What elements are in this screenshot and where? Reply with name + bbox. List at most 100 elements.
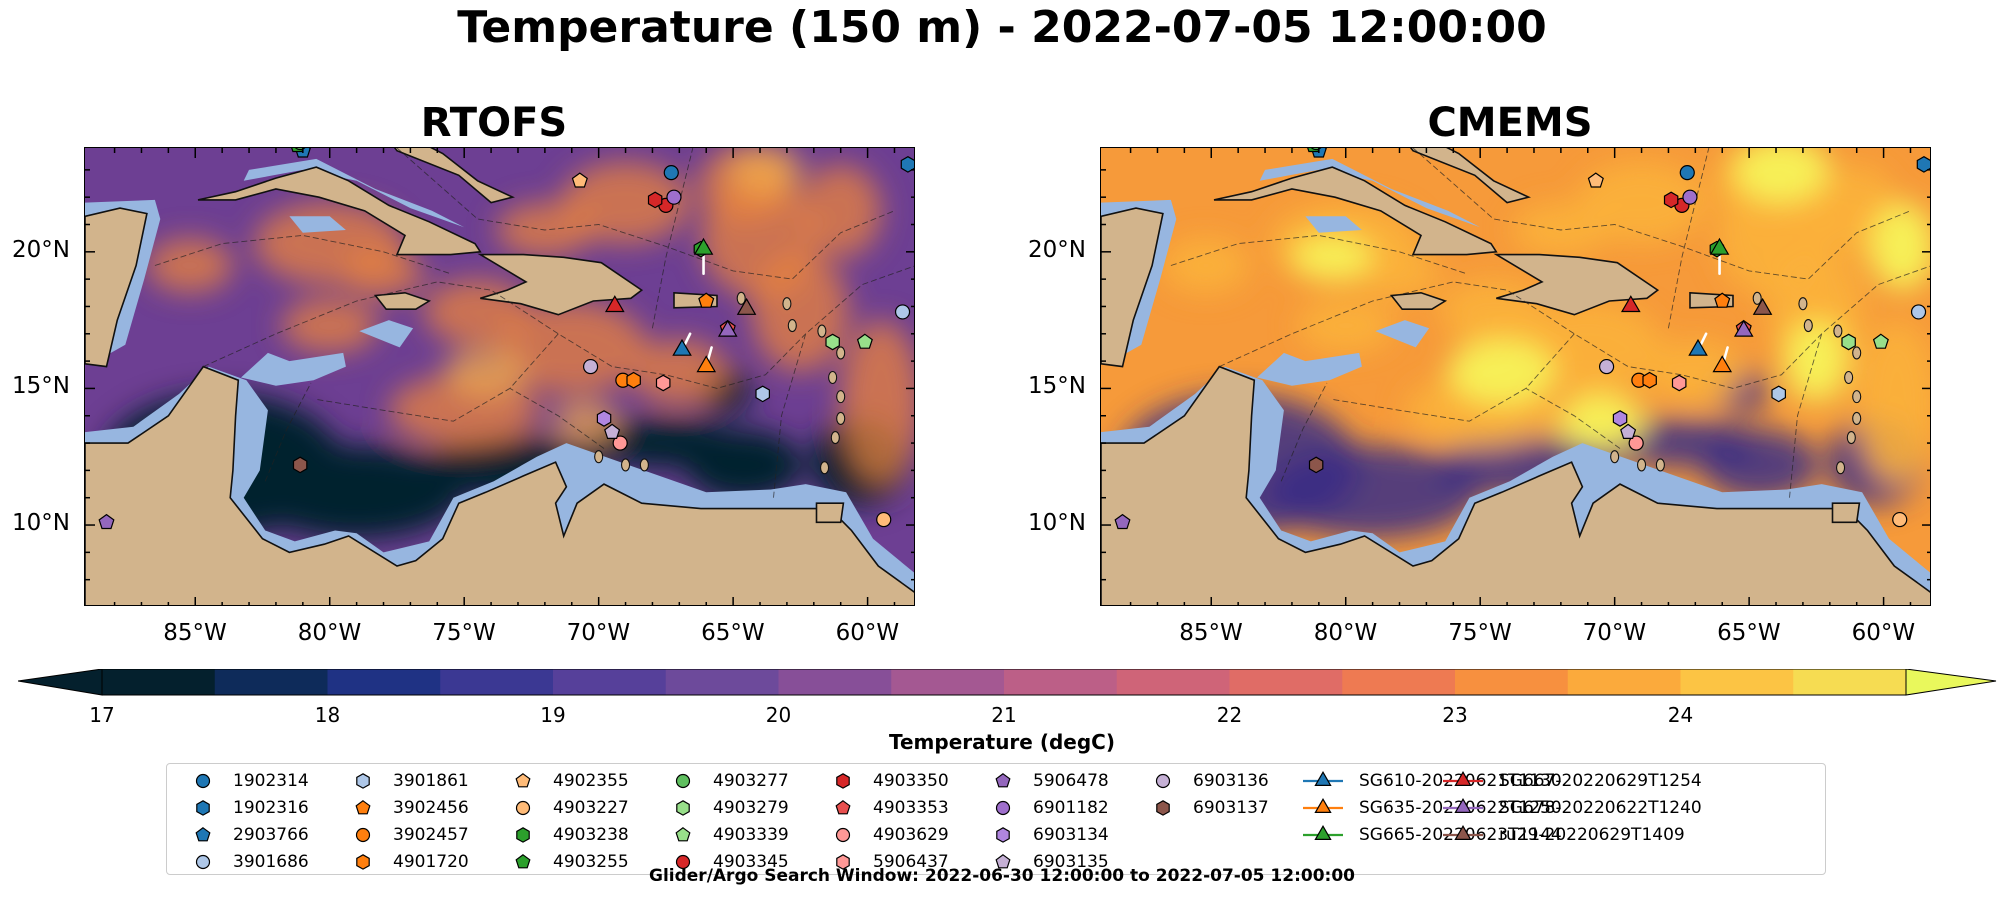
legend-marker[interactable] — [195, 827, 211, 842]
lon-tick-label: 80°W — [1313, 620, 1378, 646]
legend-marker[interactable] — [836, 773, 850, 789]
legend-marker[interactable] — [515, 800, 531, 816]
legend-marker[interactable] — [1454, 824, 1472, 840]
glider-SG610[interactable] — [1688, 338, 1708, 356]
glider-SG635[interactable] — [696, 355, 717, 373]
legend-marker[interactable] — [835, 800, 851, 815]
argo-float-4903629[interactable] — [1628, 435, 1644, 451]
legend-marker[interactable] — [355, 827, 371, 843]
argo-float-6903136[interactable] — [1598, 358, 1615, 375]
legend-marker[interactable] — [1314, 770, 1332, 786]
legend-marker[interactable] — [675, 773, 691, 789]
legend-marker[interactable] — [1314, 824, 1332, 840]
glider-SG667[interactable] — [604, 295, 625, 313]
argo-float-6903137[interactable] — [292, 456, 308, 474]
argo-float-5906437[interactable] — [655, 374, 671, 392]
platform-legend: 1902314 1902316 2903766 3901686 3901861 39024… — [166, 763, 1826, 875]
glider-ru29[interactable] — [1752, 297, 1773, 315]
legend-marker[interactable] — [1314, 797, 1332, 813]
argo-float-4903279[interactable] — [1841, 333, 1856, 351]
argo-float-5906437[interactable] — [1671, 374, 1687, 392]
legend-marker[interactable] — [195, 854, 211, 870]
glider-SG635[interactable] — [1712, 355, 1733, 373]
argo-float-3902456[interactable] — [1714, 292, 1731, 308]
argo-float-1902316[interactable] — [1916, 156, 1930, 173]
argo-float-3901861[interactable] — [755, 385, 771, 403]
glider-SG665[interactable] — [693, 237, 714, 255]
colorbar-bin — [891, 669, 1005, 695]
argo-float-5906478[interactable] — [98, 513, 115, 530]
legend-marker[interactable] — [1155, 773, 1171, 789]
legend-label: 4903350 — [873, 771, 949, 791]
glider-SG667[interactable] — [1620, 295, 1641, 313]
glider-SG665[interactable] — [1709, 237, 1730, 255]
glider-ru29[interactable] — [736, 297, 757, 315]
glider-SG678[interactable] — [1733, 319, 1754, 337]
argo-float-4902355[interactable] — [571, 172, 588, 188]
argo-float-6903135[interactable] — [1620, 423, 1637, 439]
argo-float-6903134[interactable] — [1612, 410, 1628, 427]
legend-marker[interactable] — [515, 854, 531, 869]
land-cuba — [197, 166, 482, 256]
legend-marker[interactable] — [516, 827, 530, 843]
legend-marker[interactable] — [995, 773, 1011, 788]
argo-float-4903350[interactable] — [647, 191, 663, 209]
legend-marker[interactable] — [836, 854, 850, 870]
lon-tick-label: 65°W — [701, 620, 765, 646]
hexagon-marker-icon — [836, 773, 850, 789]
argo-float-4902355[interactable] — [1587, 172, 1604, 188]
argo-float-4903629[interactable] — [612, 435, 628, 451]
legend-label: 4903227 — [553, 798, 629, 818]
lon-tick-label: 70°W — [1582, 620, 1647, 646]
argo-float-4903339[interactable] — [856, 333, 873, 349]
legend-marker[interactable] — [355, 800, 371, 815]
glider-triangle-icon — [1303, 797, 1343, 813]
legend-marker[interactable] — [1454, 797, 1472, 813]
argo-float-4901720[interactable] — [626, 371, 641, 389]
legend-marker[interactable] — [995, 800, 1011, 816]
colorbar-tick-label: 17 — [89, 703, 115, 727]
legend-marker[interactable] — [675, 854, 691, 870]
argo-float-3901686[interactable] — [894, 304, 911, 320]
land-hispaniola — [477, 253, 644, 316]
argo-float-6901182[interactable] — [666, 189, 682, 205]
legend-marker[interactable] — [675, 827, 691, 842]
legend-label: 3901686 — [233, 852, 309, 872]
legend-marker[interactable] — [356, 854, 370, 870]
argo-float-6903136[interactable] — [582, 358, 599, 375]
argo-float-3901861[interactable] — [1771, 385, 1787, 403]
legend-marker[interactable] — [995, 854, 1011, 869]
argo-float-6903135[interactable] — [604, 423, 621, 439]
argo-float-1902314[interactable] — [663, 164, 679, 181]
legend-label: 3902457 — [393, 825, 469, 845]
lat-tick-label: 10°N — [12, 510, 70, 537]
argo-float-4901720[interactable] — [1642, 371, 1657, 389]
colorbar-bin — [1004, 669, 1118, 695]
argo-float-6901182[interactable] — [1682, 189, 1698, 205]
argo-float-4903350[interactable] — [1663, 191, 1679, 209]
argo-float-6903137[interactable] — [1308, 456, 1324, 474]
argo-float-3902456[interactable] — [698, 292, 715, 308]
glider-SG610[interactable] — [672, 338, 692, 356]
argo-float-3901686[interactable] — [1910, 304, 1927, 320]
argo-float-1902314[interactable] — [1679, 164, 1695, 181]
legend-marker[interactable] — [356, 773, 370, 789]
legend-marker[interactable] — [1156, 800, 1170, 816]
cmems-map[interactable] — [1100, 147, 1931, 606]
rtofs-map[interactable] — [84, 147, 915, 606]
argo-float-5906478[interactable] — [1114, 513, 1131, 530]
legend-marker[interactable] — [835, 827, 851, 843]
argo-float-4903339[interactable] — [1872, 333, 1889, 349]
argo-float-1902316[interactable] — [900, 156, 914, 173]
legend-marker[interactable] — [195, 773, 211, 789]
argo-float-4903279[interactable] — [825, 333, 840, 351]
argo-float-4903227[interactable] — [1892, 511, 1908, 528]
argo-float-6903134[interactable] — [596, 410, 612, 427]
legend-marker[interactable] — [1454, 770, 1472, 786]
argo-float-4903227[interactable] — [876, 511, 892, 528]
glider-SG678[interactable] — [717, 319, 738, 337]
legend-marker[interactable] — [196, 800, 210, 816]
legend-marker[interactable] — [676, 800, 690, 816]
legend-marker[interactable] — [996, 827, 1010, 843]
legend-marker[interactable] — [515, 773, 531, 788]
